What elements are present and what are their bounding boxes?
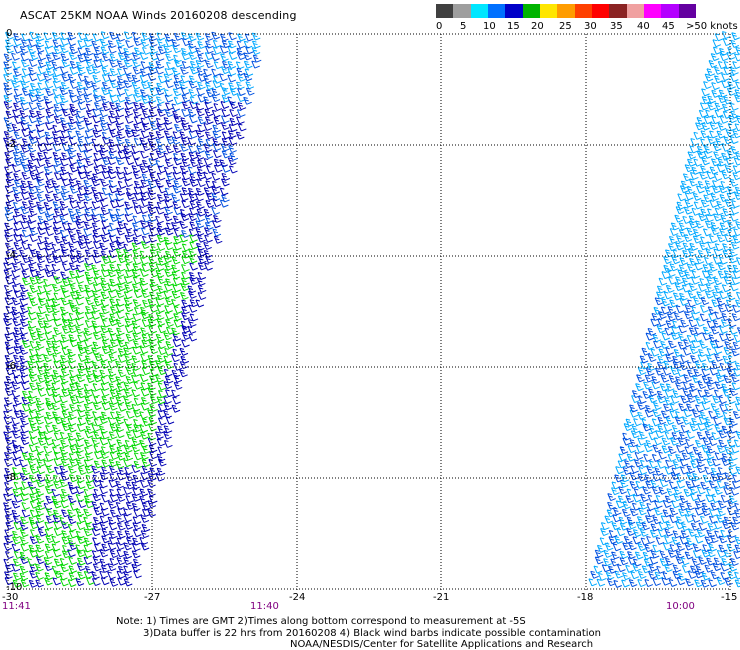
scale-label-40: 40 [637, 21, 650, 32]
lon-label-minus18: -18 [577, 592, 593, 603]
time-label-1140: 11:40 [250, 601, 279, 612]
scale-label-25: 25 [559, 21, 572, 32]
barb-group-3 [12, 234, 198, 588]
scale-swatch-11 [626, 4, 644, 18]
scale-swatch-8 [574, 4, 592, 18]
scale-swatch-9 [591, 4, 610, 18]
lon-label-minus21: -21 [433, 592, 449, 603]
lat-label-minus4: -4 [6, 250, 16, 261]
scale-label-35: 35 [610, 21, 623, 32]
scale-swatch-3 [487, 4, 506, 18]
lat-label-0: 0 [6, 28, 12, 39]
scale-swatch-13 [661, 4, 679, 18]
time-label-1000: 10:00 [666, 601, 695, 612]
lat-lon-grid [7, 33, 731, 590]
scale-label-30: 30 [584, 21, 597, 32]
scale-swatch-7 [557, 4, 575, 18]
scale-label-45: 45 [662, 21, 675, 32]
scale-swatch-6 [539, 4, 558, 18]
scale-label-5: 5 [460, 21, 467, 32]
note-line-3: NOAA/NESDIS/Center for Satellite Applica… [290, 639, 594, 650]
scale-swatch-5 [522, 4, 540, 18]
barb-group-2 [3, 101, 247, 588]
lat-label-minus6: -6 [6, 361, 16, 372]
axis-tick-labels: 0 -2 -4 -6 -8 -10 -30 -27 -24 -21 -18 -1… [2, 28, 737, 612]
scale-swatch-4 [505, 4, 523, 18]
scale-label-50-knots: >50 knots [686, 21, 738, 32]
barb-group-1 [3, 31, 740, 588]
scale-swatch-10 [609, 4, 627, 18]
map-title: ASCAT 25KM NOAA Winds 20160208 descendin… [20, 9, 297, 22]
scale-swatch-12 [643, 4, 662, 18]
scale-label-20: 20 [531, 21, 544, 32]
lon-label-minus30: -30 [2, 592, 18, 603]
wind-speed-color-scale [436, 4, 696, 18]
scale-label-0: 0 [436, 21, 443, 32]
scale-swatch-14 [678, 4, 696, 18]
lat-label-minus10: -10 [6, 582, 22, 593]
scale-swatch-1 [453, 4, 471, 18]
note-line-2: 3)Data buffer is 22 hrs from 20160208 4)… [143, 628, 601, 639]
barb-group-0 [3, 31, 740, 588]
note-line-1: Note: 1) Times are GMT 2)Times along bot… [116, 616, 526, 627]
wind-barbs [3, 31, 740, 588]
lat-label-minus8: -8 [6, 472, 16, 483]
lat-label-minus2: -2 [6, 139, 16, 150]
lon-label-minus27: -27 [144, 592, 160, 603]
scale-swatch-2 [470, 4, 488, 18]
wind-speed-scale-labels: 0 5 10 15 20 25 30 35 40 45 >50 knots [436, 21, 740, 33]
lon-label-minus24: -24 [289, 592, 305, 603]
scale-label-15: 15 [507, 21, 520, 32]
time-label-1141: 11:41 [2, 601, 31, 612]
lon-label-minus15: -15 [721, 592, 737, 603]
scale-label-10: 10 [483, 21, 496, 32]
scale-swatch-0 [436, 4, 454, 18]
